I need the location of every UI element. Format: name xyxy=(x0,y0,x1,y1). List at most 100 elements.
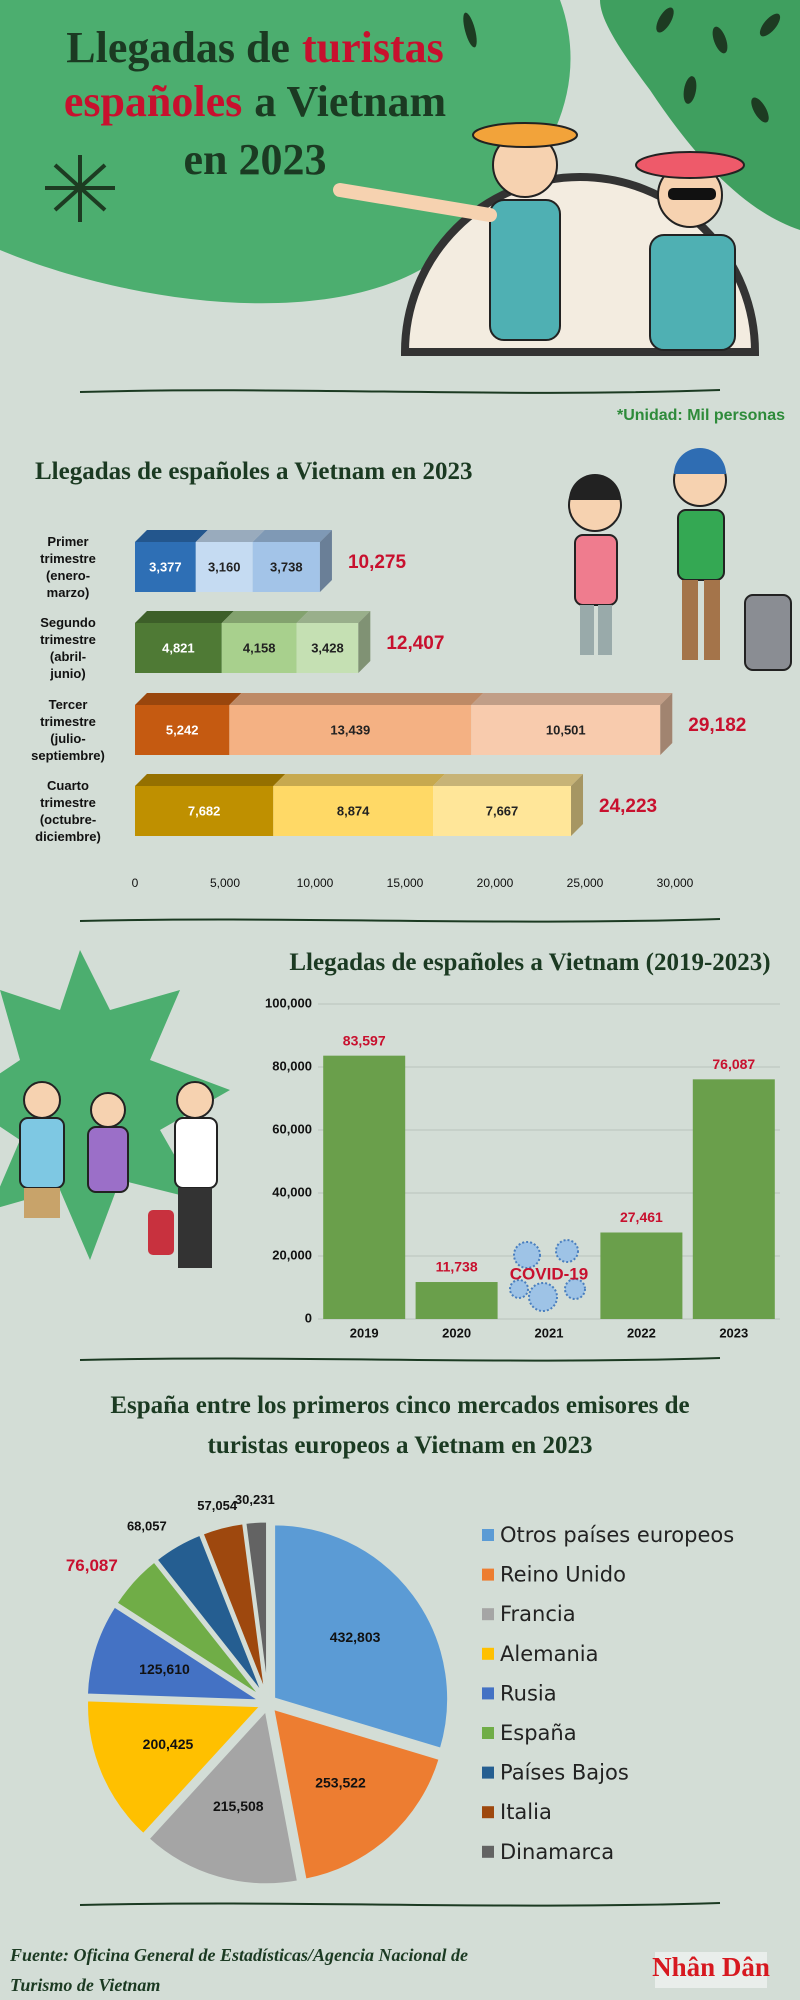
bar xyxy=(323,1055,406,1319)
leaf-marks xyxy=(463,7,781,123)
bar-top xyxy=(135,530,208,542)
legend-swatch xyxy=(482,1647,494,1660)
legend-label: Francia xyxy=(500,1602,576,1626)
title-part: en 2023 xyxy=(183,135,327,184)
legend-swatch xyxy=(482,1806,494,1819)
x-tick-label: 30,000 xyxy=(657,876,694,890)
bar-top xyxy=(135,611,234,623)
slice-label: 68,057 xyxy=(127,1519,167,1534)
total-label: 24,223 xyxy=(599,796,657,817)
bar-side-shade xyxy=(660,693,673,755)
segment-label: 5,242 xyxy=(166,722,199,737)
bar-segment xyxy=(135,705,230,755)
bar-top-shade xyxy=(135,693,242,705)
bar-segment xyxy=(195,542,253,592)
x-tick-label: 10,000 xyxy=(297,876,334,890)
legend-label: Italia xyxy=(500,1800,552,1824)
y-tick-label: 100,000 xyxy=(265,995,312,1010)
kids-illustration xyxy=(568,448,792,671)
bar-side xyxy=(319,530,332,592)
chart-title: España entre los primeros cinco mercados… xyxy=(110,1392,690,1459)
segment-label: 10,501 xyxy=(546,722,586,737)
y-tick-label: 80,000 xyxy=(272,1058,312,1073)
legend-label: Rusia xyxy=(500,1681,557,1705)
bar-top-shade xyxy=(433,774,584,786)
bar-side xyxy=(358,611,371,673)
slice-label: 57,054 xyxy=(197,1498,238,1513)
title-line: en 2023 xyxy=(0,134,510,185)
value-label: 27,461 xyxy=(620,1209,663,1225)
category-label: Primer trimestre (enero-marzo) xyxy=(40,534,96,600)
legend-swatch xyxy=(482,1568,494,1581)
bar-top xyxy=(135,693,242,705)
bar-segment xyxy=(135,542,196,592)
separator xyxy=(79,389,721,394)
legend-swatch xyxy=(482,1687,494,1700)
total-label: 12,407 xyxy=(386,633,444,654)
y-tick-label: 40,000 xyxy=(272,1184,312,1199)
bar-segment xyxy=(135,786,274,836)
title-part: turistas xyxy=(301,23,444,72)
header-leaves xyxy=(600,0,800,230)
segment-label: 3,160 xyxy=(208,559,241,574)
star-decoration xyxy=(45,155,115,222)
x-tick-label: 2020 xyxy=(442,1325,471,1340)
category-label: Tercer trimestre (julio-septiembre) xyxy=(31,697,105,763)
source: Fuente: Oficina General de Estadísticas/… xyxy=(10,1945,468,1995)
x-tick-label: 25,000 xyxy=(567,876,604,890)
bar-segment xyxy=(296,623,359,673)
virus-icon xyxy=(509,1279,529,1299)
bar-segment xyxy=(229,705,472,755)
segment-label: 3,738 xyxy=(270,559,303,574)
pie-slice xyxy=(113,1558,264,1700)
unit-note: *Unidad: Mil personas xyxy=(617,407,785,424)
slice-label: 215,508 xyxy=(213,1798,264,1814)
bar xyxy=(415,1282,498,1319)
y-tick-label: 0 xyxy=(305,1310,312,1325)
legend-label: Alemania xyxy=(500,1642,598,1666)
value-label: 76,087 xyxy=(712,1056,755,1072)
x-tick-label: 2022 xyxy=(627,1325,656,1340)
slice-label: 125,610 xyxy=(139,1661,190,1677)
bar-side xyxy=(660,693,673,755)
value-label: 11,738 xyxy=(436,1259,478,1275)
bar xyxy=(692,1079,775,1319)
logo: Nhân Dân xyxy=(652,1952,770,1982)
legend-label: España xyxy=(500,1721,577,1745)
segment-label: 7,667 xyxy=(486,803,519,818)
virus-icon xyxy=(555,1239,579,1263)
legend-swatch xyxy=(482,1727,494,1739)
title-line: Llegadas de turistas xyxy=(0,22,510,73)
segment-label: 4,821 xyxy=(162,640,195,655)
segment-label: 3,428 xyxy=(311,640,344,655)
bar-top xyxy=(471,693,673,705)
pie-slice xyxy=(243,1519,270,1697)
logo-bg xyxy=(655,1952,767,1988)
bar-segment xyxy=(221,623,297,673)
slice-label: 30,231 xyxy=(235,1492,275,1507)
bar-segment xyxy=(252,542,320,592)
total-label: 10,275 xyxy=(348,552,407,573)
virus-icon xyxy=(513,1241,541,1269)
bar-top-shade xyxy=(135,611,234,623)
pie-slice xyxy=(153,1532,266,1698)
legend-label: Dinamarca xyxy=(500,1840,614,1864)
bar-top-shade xyxy=(229,693,484,705)
bar-top-shade xyxy=(135,774,286,786)
separator xyxy=(79,1357,721,1362)
slice-label: 76,087 xyxy=(66,1556,118,1575)
bar-top xyxy=(195,530,265,542)
virus-icon xyxy=(528,1282,558,1312)
separator xyxy=(79,918,721,923)
bar-top-shade xyxy=(252,530,332,542)
title-part: a Vietnam xyxy=(254,77,447,126)
bar-segment xyxy=(135,623,222,673)
title-part: españoles xyxy=(63,77,243,126)
bar-top xyxy=(273,774,446,786)
y-tick-label: 20,000 xyxy=(272,1247,312,1262)
pie-slice xyxy=(145,1706,301,1887)
annotation: COVID-19 xyxy=(510,1264,588,1283)
x-tick-label: 20,000 xyxy=(477,876,514,890)
separator xyxy=(79,1902,721,1907)
